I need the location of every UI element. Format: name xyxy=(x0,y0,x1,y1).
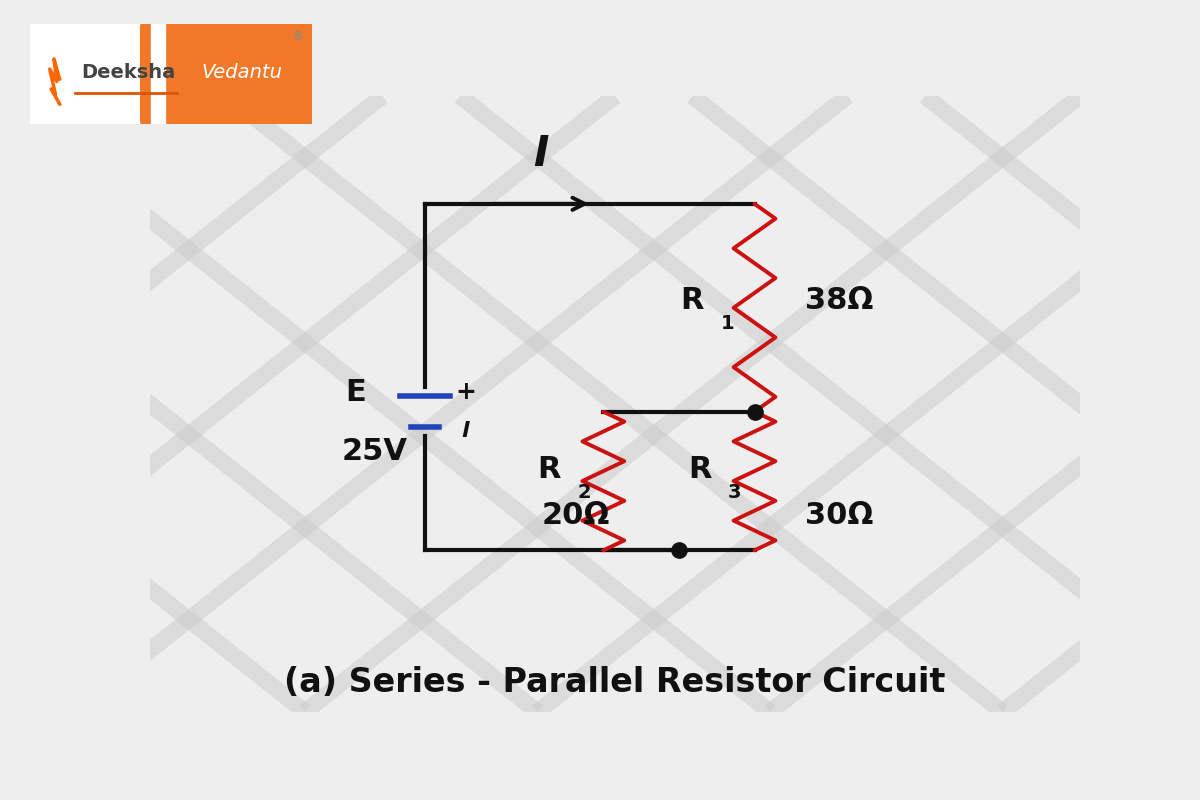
Text: (a) Series - Parallel Resistor Circuit: (a) Series - Parallel Resistor Circuit xyxy=(284,666,946,699)
Text: +: + xyxy=(455,381,476,405)
Text: R: R xyxy=(689,455,712,484)
Text: 3: 3 xyxy=(728,483,742,502)
Text: 1: 1 xyxy=(720,314,734,333)
Text: Deeksha: Deeksha xyxy=(82,63,176,82)
FancyBboxPatch shape xyxy=(140,18,323,130)
FancyBboxPatch shape xyxy=(19,18,323,130)
Text: E: E xyxy=(346,378,366,407)
Text: ®: ® xyxy=(292,30,304,43)
Text: 20Ω: 20Ω xyxy=(542,501,611,530)
Text: Vedantu: Vedantu xyxy=(202,63,282,82)
Text: l: l xyxy=(462,421,469,441)
Text: R: R xyxy=(680,286,704,314)
Text: 38Ω: 38Ω xyxy=(805,286,874,314)
Text: 25V: 25V xyxy=(342,438,408,466)
Text: I: I xyxy=(534,133,550,174)
Text: R: R xyxy=(538,455,560,484)
Text: 2: 2 xyxy=(577,483,590,502)
Text: 30Ω: 30Ω xyxy=(805,501,874,530)
Bar xyxy=(151,24,166,124)
